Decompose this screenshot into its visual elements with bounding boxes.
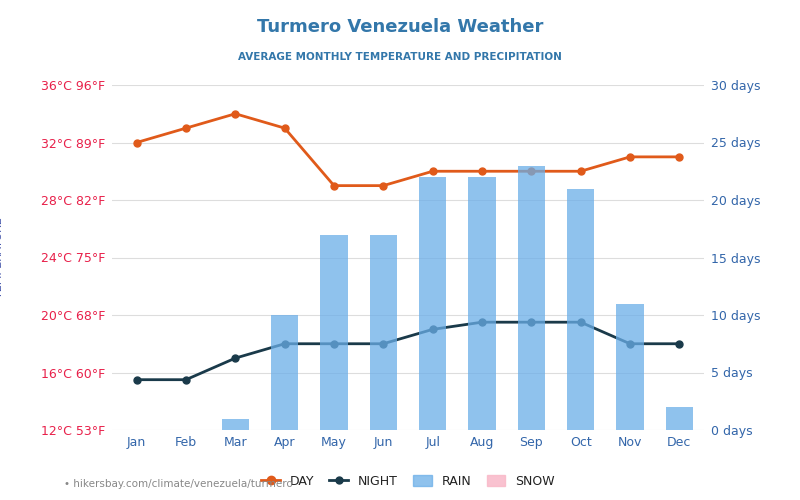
- Bar: [271, 315, 298, 430]
- Bar: [370, 234, 397, 430]
- DAY: [132, 140, 142, 145]
- Text: AVERAGE MONTHLY TEMPERATURE AND PRECIPITATION: AVERAGE MONTHLY TEMPERATURE AND PRECIPIT…: [238, 52, 562, 62]
- NIGHT: [280, 341, 290, 347]
- DAY: [280, 125, 290, 131]
- DAY: [378, 182, 388, 188]
- Bar: [567, 188, 594, 430]
- NIGHT: [626, 341, 635, 347]
- Line: DAY: DAY: [133, 110, 683, 189]
- Bar: [666, 407, 693, 430]
- Bar: [617, 304, 643, 430]
- DAY: [576, 168, 586, 174]
- Bar: [321, 234, 347, 430]
- DAY: [626, 154, 635, 160]
- Bar: [518, 166, 545, 430]
- DAY: [330, 182, 339, 188]
- DAY: [526, 168, 536, 174]
- Bar: [469, 177, 495, 430]
- NIGHT: [576, 319, 586, 325]
- NIGHT: [181, 376, 191, 382]
- NIGHT: [230, 355, 240, 361]
- NIGHT: [526, 319, 536, 325]
- NIGHT: [330, 341, 339, 347]
- Text: • hikersbay.com/climate/venezuela/turmero: • hikersbay.com/climate/venezuela/turmer…: [64, 479, 293, 489]
- NIGHT: [477, 319, 486, 325]
- Y-axis label: TEMPERATURE: TEMPERATURE: [0, 217, 4, 298]
- DAY: [181, 125, 191, 131]
- Line: NIGHT: NIGHT: [133, 318, 683, 383]
- NIGHT: [378, 341, 388, 347]
- Bar: [222, 418, 249, 430]
- NIGHT: [428, 326, 438, 332]
- NIGHT: [674, 341, 684, 347]
- DAY: [674, 154, 684, 160]
- Legend: DAY, NIGHT, RAIN, SNOW: DAY, NIGHT, RAIN, SNOW: [256, 470, 560, 493]
- Bar: [419, 177, 446, 430]
- DAY: [428, 168, 438, 174]
- DAY: [477, 168, 486, 174]
- NIGHT: [132, 376, 142, 382]
- DAY: [230, 111, 240, 117]
- Text: Turmero Venezuela Weather: Turmero Venezuela Weather: [257, 18, 543, 36]
